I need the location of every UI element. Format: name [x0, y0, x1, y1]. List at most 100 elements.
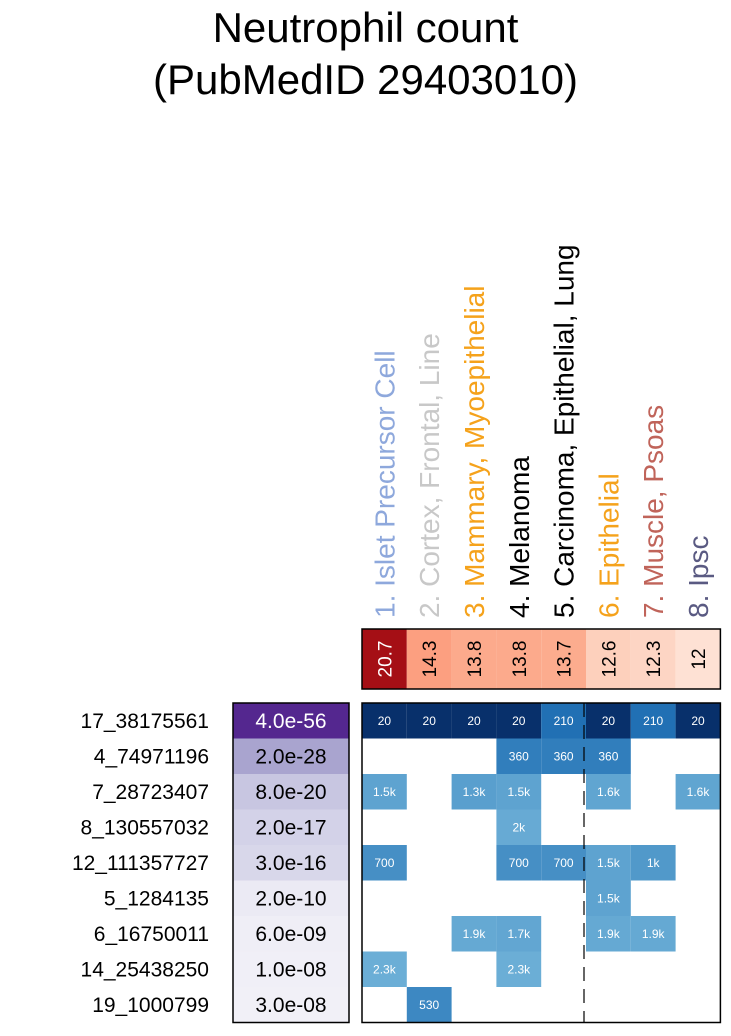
- heat-cell-label: 1.5k: [597, 856, 621, 870]
- column-label: 6. Epithelial: [593, 473, 624, 618]
- heat-cell: [451, 916, 497, 952]
- score-label: 20.7: [375, 641, 396, 678]
- variant-label: 17_38175561: [81, 710, 209, 733]
- heat-cell-label: 530: [419, 998, 439, 1012]
- pvalue-label: 2.0e-10: [255, 887, 326, 910]
- pvalue-label: 1.0e-08: [255, 958, 326, 981]
- pvalue-cell: [233, 987, 349, 1023]
- score-cell: [630, 629, 676, 689]
- heat-cell-label: 2k: [512, 820, 526, 834]
- score-label: 13.7: [555, 641, 576, 678]
- heat-cell-label: 1k: [647, 856, 661, 870]
- pvalue-label: 2.0e-28: [255, 745, 326, 768]
- column-label: 5. Carcinoma, Epithelial, Lung: [549, 244, 580, 618]
- score-label: 14.3: [420, 641, 441, 678]
- column-label: 3. Mammary, Myoepithelial: [459, 286, 490, 618]
- heat-cell-label: 20: [423, 714, 437, 728]
- pvalue-cell: [233, 703, 349, 739]
- pvalue-cell: [233, 845, 349, 881]
- heat-cell-label: 360: [554, 749, 574, 763]
- column-label: 7. Muscle, Psoas: [638, 405, 669, 618]
- pvalue-column-border: [232, 702, 350, 1024]
- heat-cell: [675, 774, 721, 810]
- pvalue-label: 3.0e-08: [255, 994, 326, 1017]
- heat-cell-label: 210: [643, 714, 663, 728]
- heat-cell: [362, 951, 407, 987]
- pvalue-cell: [233, 951, 349, 987]
- pvalue-cell: [233, 916, 349, 952]
- score-label: 13.8: [510, 641, 531, 678]
- heat-cell: [541, 738, 586, 774]
- heat-cell: [675, 703, 721, 739]
- score-cell: [362, 629, 407, 689]
- pvalue-label: 6.0e-09: [255, 923, 326, 946]
- heat-cell: [630, 845, 676, 881]
- heat-cell-label: 2.3k: [507, 962, 531, 976]
- score-cell: [451, 629, 497, 689]
- heat-cell: [362, 845, 407, 881]
- heat-cell: [586, 703, 631, 739]
- score-label: 13.8: [465, 641, 486, 678]
- variant-label: 6_16750011: [94, 923, 209, 946]
- heat-cell-label: 20: [512, 714, 526, 728]
- heat-cell: [496, 809, 542, 845]
- score-cell: [406, 629, 452, 689]
- column-label: 1. Islet Precursor Cell: [369, 350, 400, 618]
- heat-cell-label: 1.5k: [597, 891, 621, 905]
- heat-cell-label: 210: [554, 714, 574, 728]
- heat-cell-label: 1.9k: [463, 927, 487, 941]
- variant-label: 5_1284135: [104, 887, 209, 910]
- heat-cell-label: 1.7k: [507, 927, 531, 941]
- column-label: 8. Ipsc: [683, 536, 714, 618]
- variant-label: 4_74971196: [94, 745, 209, 768]
- heat-cell: [362, 774, 407, 810]
- pvalue-label: 4.0e-56: [255, 710, 326, 733]
- score-label: 12: [689, 648, 710, 669]
- heat-cell: [496, 774, 542, 810]
- heat-cell-label: 1.6k: [687, 785, 711, 799]
- heat-cell: [630, 703, 676, 739]
- score-label: 12.3: [644, 641, 665, 678]
- heat-cell: [541, 703, 586, 739]
- heat-cell-label: 1.6k: [597, 785, 621, 799]
- heat-cell: [496, 951, 542, 987]
- score-label: 12.6: [599, 641, 620, 678]
- heat-cell: [586, 916, 631, 952]
- heat-cell-label: 20: [467, 714, 481, 728]
- heat-cell-label: 20: [378, 714, 392, 728]
- heat-cell: [496, 845, 542, 881]
- score-cell: [496, 629, 542, 689]
- heat-cell-label: 1.5k: [373, 785, 397, 799]
- score-cell: [586, 629, 631, 689]
- heat-cell-label: 1.3k: [463, 785, 487, 799]
- score-bar-border: [361, 628, 722, 690]
- variant-label: 14_25438250: [81, 958, 209, 981]
- heat-cell: [406, 703, 452, 739]
- pvalue-label: 2.0e-17: [255, 816, 326, 839]
- heat-cell-label: 1.5k: [507, 785, 531, 799]
- heat-cell-label: 700: [554, 856, 574, 870]
- heat-cell-label: 1.9k: [597, 927, 621, 941]
- heat-cell: [451, 774, 497, 810]
- heat-cell: [630, 916, 676, 952]
- pvalue-label: 8.0e-20: [255, 781, 326, 804]
- heat-cell-label: 20: [602, 714, 616, 728]
- score-cell: [541, 629, 586, 689]
- variant-label: 12_111357727: [72, 852, 209, 875]
- heat-cell: [586, 774, 631, 810]
- heat-cell: [586, 738, 631, 774]
- heat-cell-label: 1.9k: [642, 927, 666, 941]
- heat-cell: [451, 703, 497, 739]
- heat-cell-label: 20: [691, 714, 705, 728]
- variant-label: 19_1000799: [92, 994, 209, 1017]
- heat-cell: [362, 703, 407, 739]
- pvalue-cell: [233, 774, 349, 810]
- heat-cell-label: 700: [509, 856, 529, 870]
- heat-cell: [586, 880, 631, 916]
- pvalue-cell: [233, 880, 349, 916]
- pvalue-cell: [233, 809, 349, 845]
- pvalue-label: 3.0e-16: [255, 852, 326, 875]
- heat-cell: [586, 845, 631, 881]
- chart-title-line-2: (PubMedID 29403010): [153, 56, 578, 103]
